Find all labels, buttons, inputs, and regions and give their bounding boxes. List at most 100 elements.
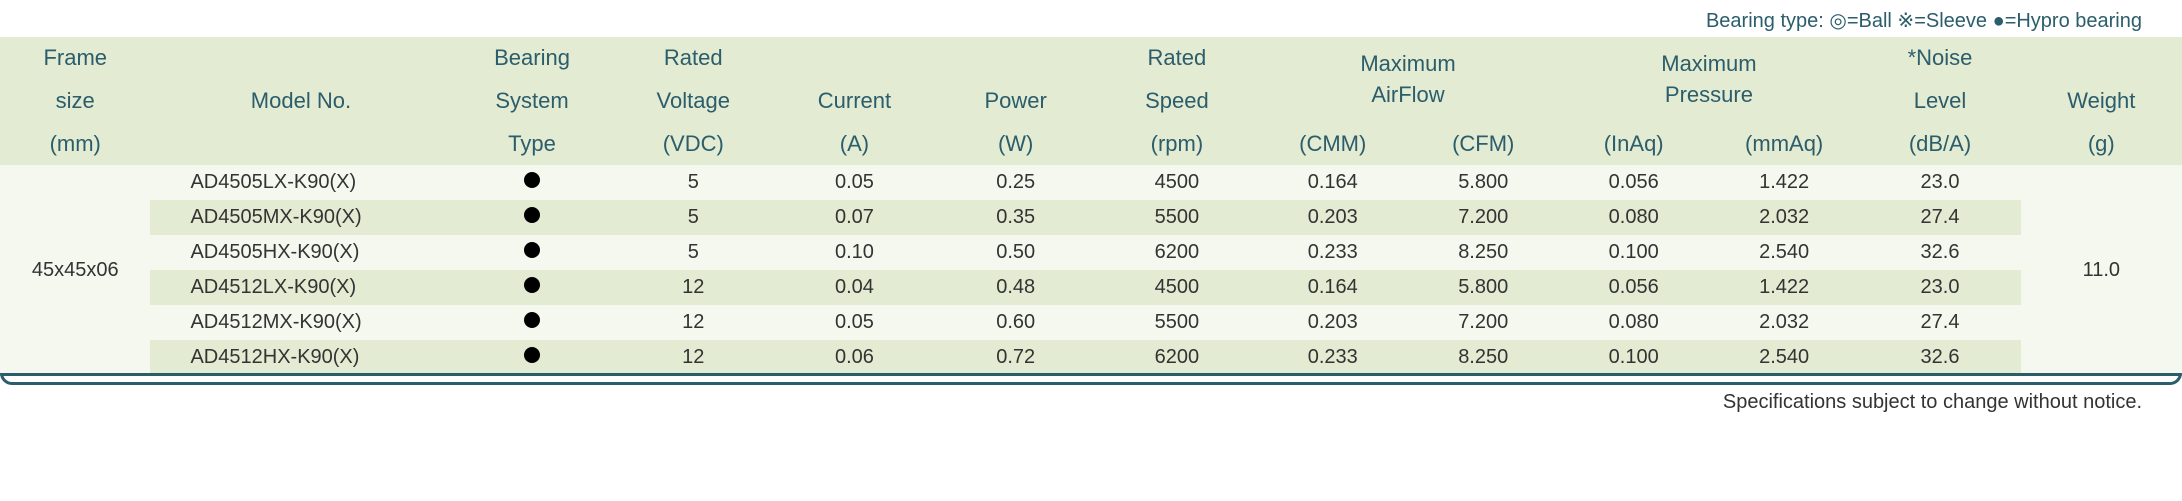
noise-cell: 27.4 (1859, 200, 2020, 235)
hdr-weight-2: Weight (2021, 80, 2182, 123)
table-row: AD4512HX-K90(X)120.060.7262000.2338.2500… (0, 340, 2182, 375)
weight-cell: 11.0 (2021, 165, 2182, 375)
footer-note: Specifications subject to change without… (0, 385, 2182, 414)
hdr-model-1 (150, 37, 451, 80)
hypro-bearing-icon (524, 172, 540, 188)
power-cell: 0.60 (935, 305, 1096, 340)
hypro-symbol: ● (1993, 10, 2005, 32)
power-cell: 0.25 (935, 165, 1096, 200)
inaq-cell: 0.100 (1558, 340, 1708, 375)
hdr-frame-2: size (0, 80, 150, 123)
cmm-cell: 0.164 (1258, 165, 1408, 200)
voltage-cell: 5 (613, 165, 774, 200)
hdr-voltage-3: (VDC) (613, 123, 774, 166)
speed-cell: 6200 (1096, 340, 1257, 375)
hdr-airflow-cfm: (CFM) (1408, 123, 1558, 166)
voltage-cell: 12 (613, 305, 774, 340)
cfm-cell: 5.800 (1408, 270, 1558, 305)
model-cell: AD4512MX-K90(X) (150, 305, 451, 340)
hypro-label: =Hypro bearing (2005, 10, 2142, 32)
mmaq-cell: 2.032 (1709, 305, 1859, 340)
hdr-noise-3: (dB/A) (1859, 123, 2020, 166)
speed-cell: 5500 (1096, 305, 1257, 340)
hdr-weight-1 (2021, 37, 2182, 80)
table-row: AD4512MX-K90(X)120.050.6055000.2037.2000… (0, 305, 2182, 340)
hdr-power-3: (W) (935, 123, 1096, 166)
hdr-speed-1: Rated (1096, 37, 1257, 80)
sleeve-label: =Sleeve (1914, 10, 1987, 32)
hdr-bearing-1: Bearing (451, 37, 612, 80)
sleeve-symbol: ※ (1897, 10, 1914, 32)
hdr-power-1 (935, 37, 1096, 80)
hdr-airflow-cmm: (CMM) (1258, 123, 1408, 166)
hdr-current-1 (774, 37, 935, 80)
cfm-cell: 7.200 (1408, 200, 1558, 235)
power-cell: 0.72 (935, 340, 1096, 375)
hdr-model-3 (150, 123, 451, 166)
frame-size-cell: 45x45x06 (0, 165, 150, 375)
hypro-bearing-icon (524, 277, 540, 293)
model-cell: AD4505LX-K90(X) (150, 165, 451, 200)
ball-symbol: ◎ (1829, 10, 1846, 32)
bearing-cell (451, 305, 612, 340)
hdr-bearing-3: Type (451, 123, 612, 166)
table-body: 45x45x06AD4505LX-K90(X)50.050.2545000.16… (0, 165, 2182, 375)
speed-cell: 4500 (1096, 165, 1257, 200)
voltage-cell: 5 (613, 200, 774, 235)
inaq-cell: 0.080 (1558, 200, 1708, 235)
table-bottom-border (0, 373, 2182, 385)
power-cell: 0.48 (935, 270, 1096, 305)
mmaq-cell: 1.422 (1709, 165, 1859, 200)
current-cell: 0.06 (774, 340, 935, 375)
voltage-cell: 12 (613, 270, 774, 305)
hdr-pressure-mmaq: (mmAq) (1709, 123, 1859, 166)
model-cell: AD4512LX-K90(X) (150, 270, 451, 305)
hypro-bearing-icon (524, 242, 540, 258)
bearing-legend: Bearing type: ◎=Ball ※=Sleeve ●=Hypro be… (0, 0, 2182, 37)
noise-cell: 27.4 (1859, 305, 2020, 340)
inaq-cell: 0.056 (1558, 270, 1708, 305)
hdr-pressure-inaq: (InAq) (1558, 123, 1708, 166)
table-row: AD4505HX-K90(X)50.100.5062000.2338.2500.… (0, 235, 2182, 270)
cfm-cell: 7.200 (1408, 305, 1558, 340)
speed-cell: 6200 (1096, 235, 1257, 270)
current-cell: 0.04 (774, 270, 935, 305)
bearing-cell (451, 270, 612, 305)
mmaq-cell: 2.032 (1709, 200, 1859, 235)
hdr-weight-3: (g) (2021, 123, 2182, 166)
power-cell: 0.50 (935, 235, 1096, 270)
mmaq-cell: 2.540 (1709, 340, 1859, 375)
noise-cell: 23.0 (1859, 165, 2020, 200)
bearing-cell (451, 340, 612, 375)
noise-cell: 32.6 (1859, 340, 2020, 375)
noise-cell: 23.0 (1859, 270, 2020, 305)
table-row: AD4505MX-K90(X)50.070.3555000.2037.2000.… (0, 200, 2182, 235)
cmm-cell: 0.203 (1258, 200, 1408, 235)
hdr-power-2: Power (935, 80, 1096, 123)
hdr-noise-2: Level (1859, 80, 2020, 123)
hdr-speed-2: Speed (1096, 80, 1257, 123)
ball-label: =Ball (1847, 10, 1892, 32)
speed-cell: 5500 (1096, 200, 1257, 235)
inaq-cell: 0.080 (1558, 305, 1708, 340)
power-cell: 0.35 (935, 200, 1096, 235)
legend-prefix: Bearing type: (1706, 10, 1824, 32)
cmm-cell: 0.233 (1258, 235, 1408, 270)
spec-table: Frame Bearing Rated Rated Maximum AirFlo… (0, 37, 2182, 375)
model-cell: AD4512HX-K90(X) (150, 340, 451, 375)
table-row: AD4512LX-K90(X)120.040.4845000.1645.8000… (0, 270, 2182, 305)
hdr-frame-1: Frame (0, 37, 150, 80)
hypro-bearing-icon (524, 312, 540, 328)
noise-cell: 32.6 (1859, 235, 2020, 270)
hdr-current-2: Current (774, 80, 935, 123)
hdr-frame-3: (mm) (0, 123, 150, 166)
inaq-cell: 0.056 (1558, 165, 1708, 200)
bearing-cell (451, 165, 612, 200)
cmm-cell: 0.203 (1258, 305, 1408, 340)
hypro-bearing-icon (524, 347, 540, 363)
hdr-noise-1: *Noise (1859, 37, 2020, 80)
current-cell: 0.10 (774, 235, 935, 270)
current-cell: 0.07 (774, 200, 935, 235)
hdr-model-2: Model No. (150, 80, 451, 123)
hdr-voltage-1: Rated (613, 37, 774, 80)
